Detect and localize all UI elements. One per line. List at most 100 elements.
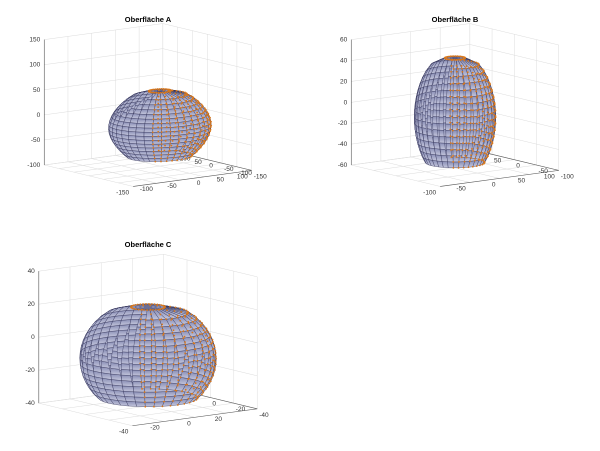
data-point — [455, 58, 458, 61]
data-point — [139, 323, 142, 326]
data-point — [199, 126, 202, 129]
surface-patch — [136, 123, 146, 129]
data-point — [155, 363, 158, 366]
data-point — [151, 131, 154, 134]
data-point — [139, 374, 142, 377]
data-point — [190, 313, 193, 316]
data-point — [460, 58, 463, 61]
surface-patch — [144, 123, 154, 129]
data-point — [485, 74, 487, 77]
data-point — [150, 339, 153, 342]
data-point — [193, 104, 195, 107]
data-point — [475, 129, 478, 132]
data-point — [190, 123, 192, 125]
data-point — [475, 96, 478, 99]
data-point — [458, 89, 461, 92]
data-point — [151, 318, 154, 321]
surface-patch — [146, 109, 155, 115]
data-point — [467, 59, 470, 62]
surface-patch — [135, 127, 145, 133]
data-point — [194, 379, 197, 381]
data-point — [202, 391, 205, 394]
data-point — [476, 116, 479, 119]
data-point — [193, 396, 196, 399]
data-point — [196, 359, 199, 362]
surface-patch — [122, 385, 134, 392]
data-point — [206, 121, 209, 124]
data-point — [160, 153, 163, 156]
surface-patch — [123, 390, 135, 398]
data-point — [176, 384, 179, 387]
data-point — [207, 337, 210, 339]
surface-patch — [161, 118, 171, 124]
data-point — [209, 336, 212, 339]
data-point — [165, 318, 168, 321]
data-point — [180, 96, 183, 99]
surface-patch — [447, 161, 454, 169]
data-point — [208, 118, 211, 120]
data-point — [150, 323, 153, 326]
data-point — [206, 384, 209, 387]
data-point — [153, 88, 155, 91]
data-point — [209, 380, 212, 383]
data-point — [163, 91, 165, 94]
surface-patch — [134, 396, 146, 403]
surface-patch — [143, 140, 154, 145]
data-point — [488, 146, 490, 149]
data-point — [483, 133, 486, 136]
data-point — [206, 119, 209, 122]
data-point — [492, 134, 495, 137]
data-point — [488, 119, 491, 122]
data-point — [471, 165, 474, 168]
data-point — [461, 149, 464, 152]
data-point — [157, 113, 159, 116]
data-point — [140, 381, 143, 384]
data-point — [470, 154, 472, 157]
data-point — [477, 101, 480, 104]
data-point — [481, 103, 484, 106]
data-point — [192, 328, 195, 331]
surface-patch — [135, 401, 146, 407]
data-point — [177, 141, 180, 144]
data-point — [200, 129, 203, 131]
data-point — [479, 137, 482, 139]
data-point — [200, 393, 203, 396]
data-point — [451, 142, 454, 145]
data-point — [162, 356, 165, 359]
data-point — [181, 131, 183, 133]
data-point — [189, 105, 192, 108]
data-point — [194, 382, 197, 385]
data-point — [185, 137, 188, 139]
data-point — [478, 78, 480, 81]
data-point — [458, 109, 461, 112]
data-point — [489, 125, 492, 128]
x-tick-label: -150 — [116, 189, 129, 196]
data-point — [177, 96, 179, 99]
data-point — [160, 304, 163, 307]
data-point — [493, 130, 495, 133]
x-tick-label: 0 — [187, 420, 191, 427]
data-point — [166, 357, 169, 360]
data-point — [166, 117, 168, 120]
data-point — [146, 309, 148, 311]
data-point — [195, 101, 197, 104]
x-tick-label: 50 — [217, 177, 225, 184]
data-point — [160, 318, 163, 321]
data-point — [160, 139, 163, 142]
data-point — [487, 81, 490, 84]
data-point — [190, 392, 193, 395]
data-point — [492, 95, 495, 98]
z-tick-label: -40 — [25, 400, 35, 407]
data-point — [212, 374, 215, 377]
data-point — [157, 102, 160, 105]
data-point — [458, 96, 461, 99]
data-point — [152, 91, 154, 94]
data-point — [474, 84, 477, 86]
data-point — [474, 65, 477, 68]
data-point — [182, 148, 185, 151]
data-point — [192, 136, 195, 138]
data-point — [143, 391, 146, 393]
data-point — [449, 142, 452, 144]
data-point — [189, 127, 192, 130]
data-point — [212, 348, 214, 351]
